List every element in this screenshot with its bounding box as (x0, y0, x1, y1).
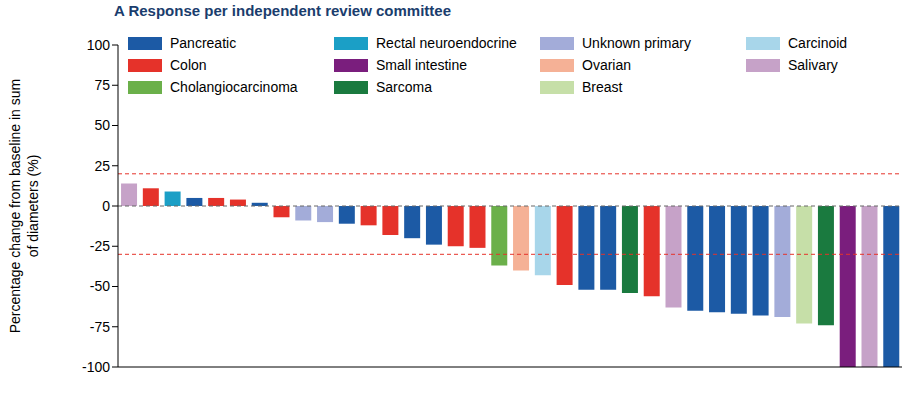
svg-text:-100: -100 (82, 359, 110, 375)
html-text:Cholangiocarcinoma: Cholangiocarcinoma (170, 79, 298, 95)
html-text:A Response per independent rev: A Response per independent review commit… (114, 2, 451, 19)
svg-text:-75: -75 (90, 319, 110, 335)
html-text:Unknown primary: Unknown primary (582, 35, 691, 51)
html-text:Carcinoid: Carcinoid (788, 35, 848, 51)
svg-text:75: 75 (94, 77, 110, 93)
svg-text:50: 50 (94, 117, 110, 133)
svg-text:0: 0 (102, 198, 110, 214)
html-text:Salivary: Salivary (788, 57, 838, 73)
html-text:Percentage change from baselin: Percentage change from baseline in sum o… (7, 78, 41, 334)
svg-text:25: 25 (94, 158, 110, 174)
svg-text:100: 100 (87, 37, 111, 53)
html-text:Sarcoma: Sarcoma (376, 79, 432, 95)
html-text:Colon: Colon (170, 57, 207, 73)
html-text:Rectal neuroendocrine: Rectal neuroendocrine (376, 35, 517, 51)
html-text:Pancreatic: Pancreatic (170, 35, 237, 51)
html-text:Breast: Breast (582, 79, 623, 95)
html-text:Small intestine: Small intestine (376, 57, 467, 73)
svg-text:-50: -50 (90, 278, 110, 294)
html-text:Ovarian: Ovarian (582, 57, 631, 73)
svg-text:-25: -25 (90, 238, 110, 254)
